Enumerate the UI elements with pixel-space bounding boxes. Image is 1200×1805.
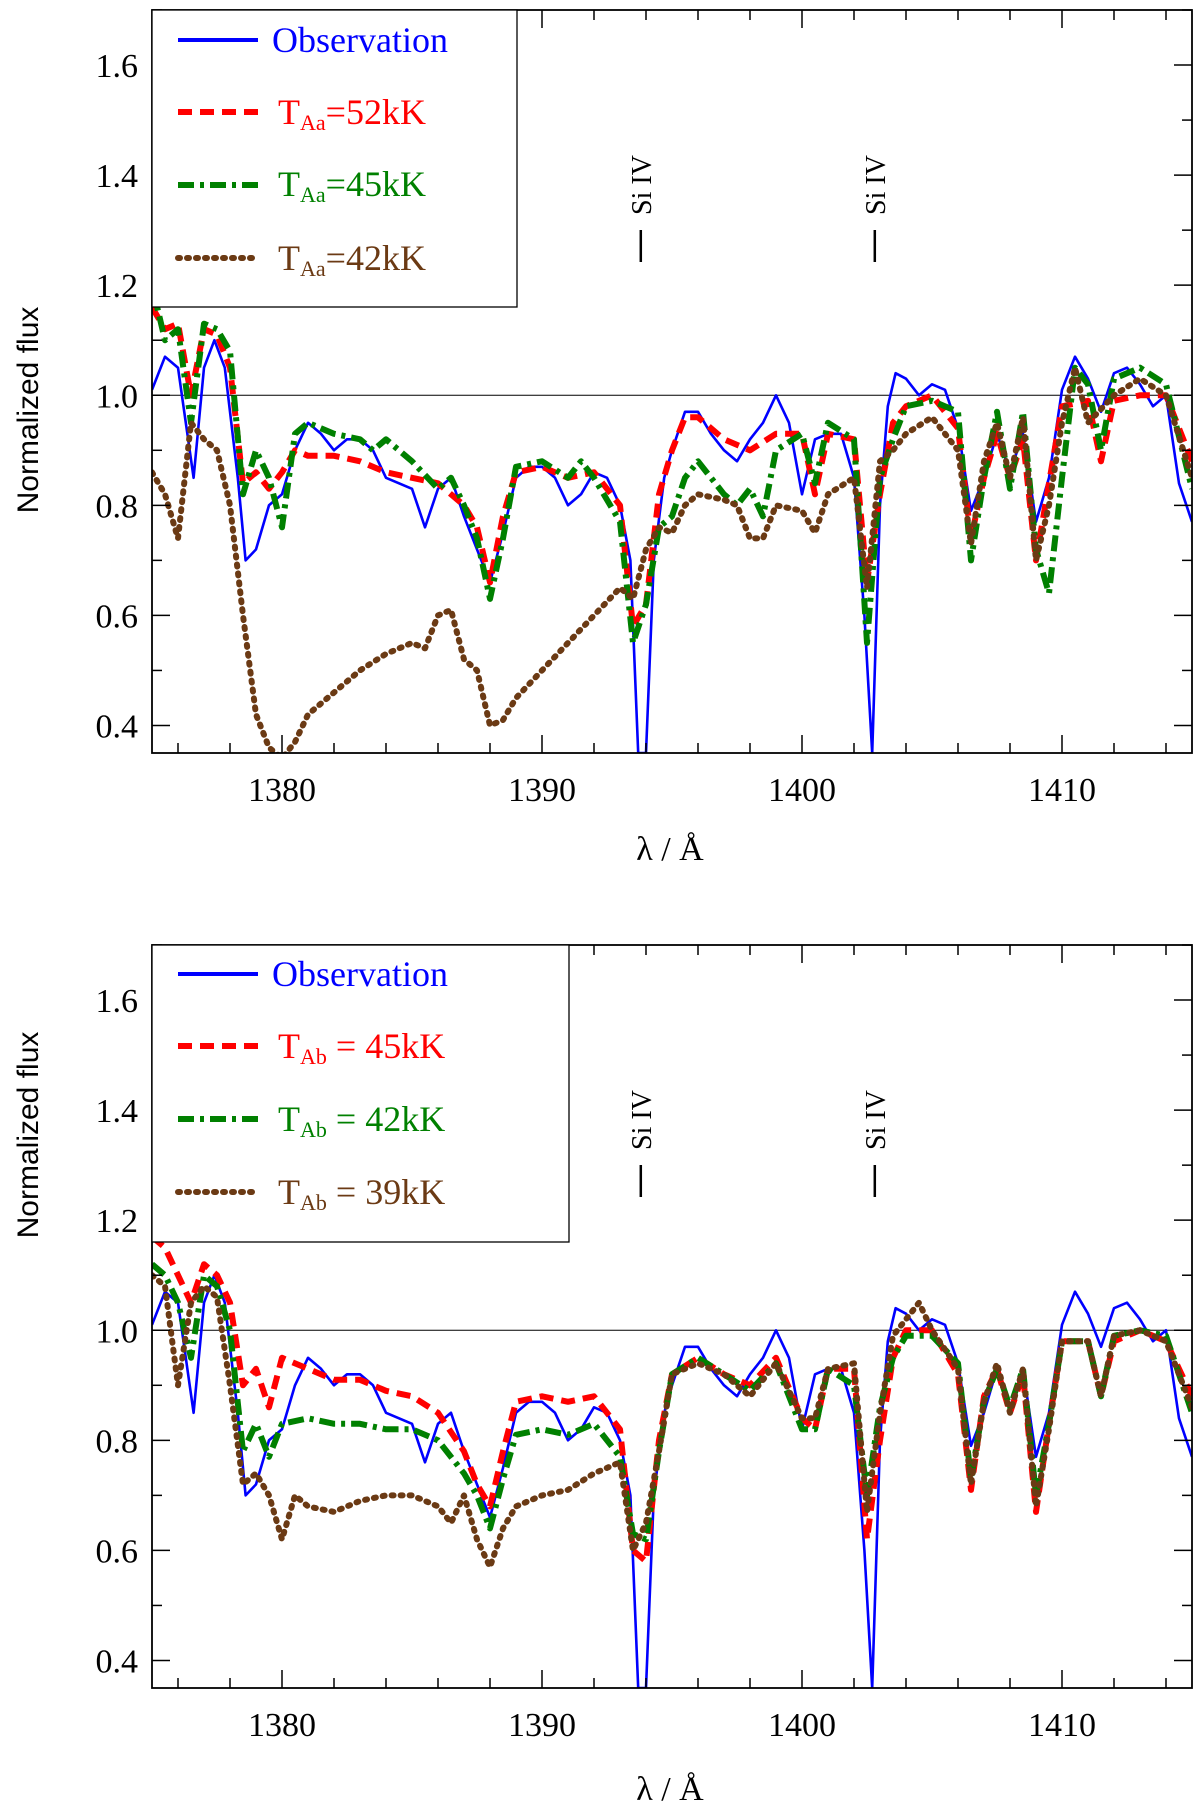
y-tick-label: 0.4 [96,708,139,745]
legend-label: TAa=45kK [278,164,426,207]
x-tick-label: 1380 [248,1707,316,1744]
y-tick-label: 1.2 [96,268,139,305]
legend-subscript: Aa [300,110,326,135]
plot-area: 1380 1390 1400 1410 0.4 0.6 0.8 1.0 1.2 1.4 1.6 Si … [96,9,1192,809]
legend-entry-observation: Observation [178,20,448,60]
x-tick-label: 1400 [768,1707,836,1744]
legend-label: Observation [272,954,448,994]
legend-subscript: Ab [300,1190,327,1215]
annotation-label: Si IV [861,1090,892,1150]
legend-entry-t-aa-45kk: TAa=45kK [178,164,426,207]
legend-entry-t-aa-42kk: TAa=42kK [175,238,426,281]
series-line-model-3 [152,1272,1192,1570]
annotation-si-iv: Si IV [627,155,658,262]
y-axis-label: Normalized flux [12,307,45,514]
legend-entry-t-ab-45kk: TAb = 45kK [178,1026,445,1069]
series-line-model-1 [152,1234,1192,1565]
y-tick-label: 1.6 [96,983,139,1020]
series-line-model-1 [152,305,1192,630]
annotation-si-iv: Si IV [861,1090,892,1197]
annotation-label: Si IV [627,155,658,215]
chart-panel-bottom: Normalized flux λ / Å 1380 1390 1400 1410 0.… [12,944,1193,1805]
plot-frame [151,9,1193,754]
y-tick-label: 1.4 [96,158,139,195]
x-tick-label: 1400 [768,772,836,809]
y-tick-label: 0.4 [96,1643,139,1680]
legend-entry-t-aa-52kk: TAa=52kK [178,92,426,135]
legend-label: TAb = 42kK [278,1099,445,1142]
y-axis-label: Normalized flux [12,1032,45,1239]
legend-label: TAa=52kK [278,92,426,135]
y-tick-label: 1.2 [96,1203,139,1240]
x-tick-label: 1410 [1028,772,1096,809]
y-tick-label: 0.8 [96,1423,139,1460]
y-tick-label: 0.8 [96,488,139,525]
legend-label: TAa=42kK [278,238,426,281]
legend: Observation TAb = 45kK TAb = 42kK TAb = … [151,944,570,1243]
legend-label: Observation [272,20,448,60]
legend-subscript: Ab [300,1044,327,1069]
annotation-si-iv: Si IV [861,155,892,262]
plot-frame [151,944,1193,1689]
legend-subscript: Aa [300,256,326,281]
x-axis-label: λ / Å [636,831,704,868]
x-tick-label: 1390 [508,1707,576,1744]
y-tick-label: 1.0 [96,378,139,415]
legend-entry-t-ab-39kk: TAb = 39kK [175,1172,445,1215]
y-tick-label: 1.0 [96,1313,139,1350]
annotation-label: Si IV [627,1090,658,1150]
series-group [152,284,1192,753]
annotation-si-iv: Si IV [627,1090,658,1197]
legend-subscript: Ab [300,1117,327,1142]
legend: Observation TAa=52kK TAa=45kK TAa=42kK [151,9,518,308]
y-tick-label: 1.4 [96,1093,139,1130]
legend-entry-t-ab-42kk: TAb = 42kK [178,1099,445,1142]
series-group [152,1234,1192,1688]
x-tick-label: 1380 [248,772,316,809]
legend-entry-observation: Observation [178,954,448,994]
annotation-label: Si IV [861,155,892,215]
y-tick-label: 1.6 [96,48,139,85]
x-axis-label: λ / Å [636,1771,704,1805]
y-tick-label: 0.6 [96,598,139,635]
legend-label: TAb = 45kK [278,1026,445,1069]
y-tick-label: 0.6 [96,1533,139,1570]
x-tick-label: 1410 [1028,1707,1096,1744]
chart-panel-top: Normalized flux λ / Å 1380 1390 1400 1410 0.… [12,9,1193,868]
x-tick-label: 1390 [508,772,576,809]
legend-label: TAb = 39kK [278,1172,445,1215]
series-line-model-3 [152,364,1192,753]
legend-subscript: Aa [300,182,326,207]
